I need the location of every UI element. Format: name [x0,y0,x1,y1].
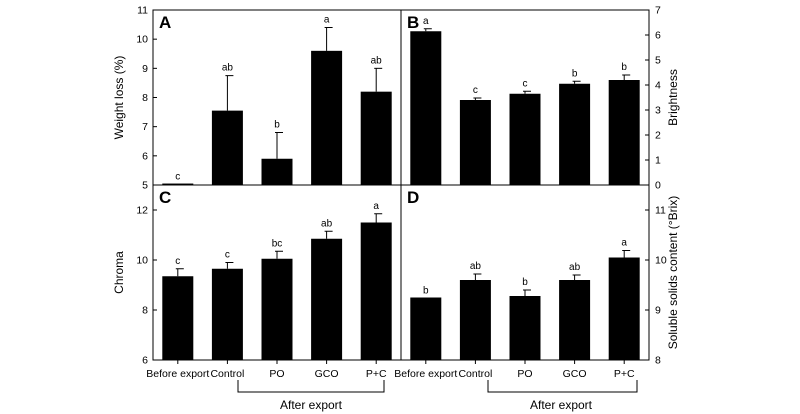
y-tick-label: 4 [655,80,661,92]
x-tick-label: Before export [146,368,209,380]
x-tick-label: PO [269,368,284,380]
bar-c-2 [261,258,293,360]
significance-label: ab [569,262,581,273]
y-tick-label: 1 [655,155,661,167]
y-tick-label: 8 [142,305,148,317]
bar-c-0 [162,276,194,360]
bar-a-0 [162,183,194,185]
significance-label: b [423,286,429,297]
panel-letter-c: C [159,188,171,207]
after-export-label-right: After export [530,398,593,412]
bar-a-3 [311,50,343,186]
y-tick-label: 11 [655,205,666,217]
panel-letter-d: D [407,188,419,207]
significance-label: c [523,78,528,89]
significance-label: bc [272,238,283,249]
panel-a: A 5 6 7 8 9 10 11 Weight loss (%) c ab b a ab [112,5,392,192]
significance-label: b [621,62,627,73]
y-tick-label: 10 [136,34,148,46]
bar-d-3 [559,280,591,360]
significance-label: a [621,238,627,249]
significance-label: a [423,16,429,27]
y-tick-label: 6 [142,355,148,367]
y-tick-label: 9 [655,305,661,317]
significance-label: ab [470,261,482,272]
bar-a-2 [261,158,293,185]
y-tick-label: 10 [136,255,148,267]
y-tick-label: 6 [142,150,148,162]
significance-label: ab [321,218,333,229]
significance-label: c [225,250,230,261]
x-tick-label: P+C [366,368,387,380]
bar-c-4 [360,222,392,360]
y-axis-title-d: Soluble solids content (°Brix) [666,196,680,350]
y-tick-label: 8 [655,355,661,367]
significance-label: b [572,68,578,79]
panel-letter-a: A [159,13,171,32]
significance-label: c [473,85,478,96]
x-tick-label: Control [458,368,492,380]
x-tick-label: PO [517,368,532,380]
y-tick-label: 7 [655,5,661,17]
y-tick-label: 5 [142,180,148,192]
bar-d-0 [410,297,442,360]
y-tick-label: 6 [655,30,661,42]
bar-b-3 [559,83,591,185]
y-tick-label: 8 [142,92,148,104]
y-tick-label: 0 [655,180,661,192]
y-axis-title-b: Brightness [666,69,680,126]
x-tick-label: GCO [563,368,587,380]
y-tick-label: 11 [137,5,148,17]
y-tick-label: 9 [142,63,148,75]
bar-b-0 [410,31,442,185]
bar-d-2 [509,296,541,360]
y-tick-label: 2 [655,130,661,142]
y-tick-label: 12 [136,205,148,217]
y-axis-title-a: Weight loss (%) [112,56,126,140]
panel-b: B 0 1 2 3 4 5 6 7 Brightness a c c b b [407,5,680,192]
y-tick-label: 3 [655,105,661,117]
after-export-bracket-right [487,380,638,393]
x-tick-label: Control [210,368,244,380]
y-tick-label: 10 [655,255,667,267]
after-export-bracket-left [237,380,385,393]
significance-label: ab [222,63,234,74]
significance-label: b [522,277,528,288]
panel-letter-b: B [407,13,419,32]
significance-label: a [324,15,330,26]
panel-c: C 6 8 10 12 Chroma c c bc ab a Before export Control… [112,188,392,380]
bar-b-1 [459,100,491,185]
y-axis-title-c: Chroma [112,251,126,294]
bottom-layer: After export After export [237,380,638,412]
bar-b-2 [509,93,541,185]
y-tick-label: 5 [655,55,661,67]
significance-label: c [175,256,180,267]
after-export-label-left: After export [280,398,343,412]
significance-label: c [175,172,180,183]
x-tick-label: Before export [394,368,457,380]
x-tick-label: GCO [315,368,339,380]
bar-b-4 [608,80,640,185]
significance-label: a [373,201,379,212]
bar-d-4 [608,257,640,360]
bar-c-3 [311,238,343,360]
bar-c-1 [211,268,243,360]
bar-d-1 [459,280,491,360]
significance-label: b [274,120,280,131]
bar-a-4 [360,91,392,185]
y-tick-label: 7 [142,121,148,133]
bar-a-1 [211,110,243,185]
x-tick-label: P+C [614,368,635,380]
significance-label: ab [371,55,383,66]
